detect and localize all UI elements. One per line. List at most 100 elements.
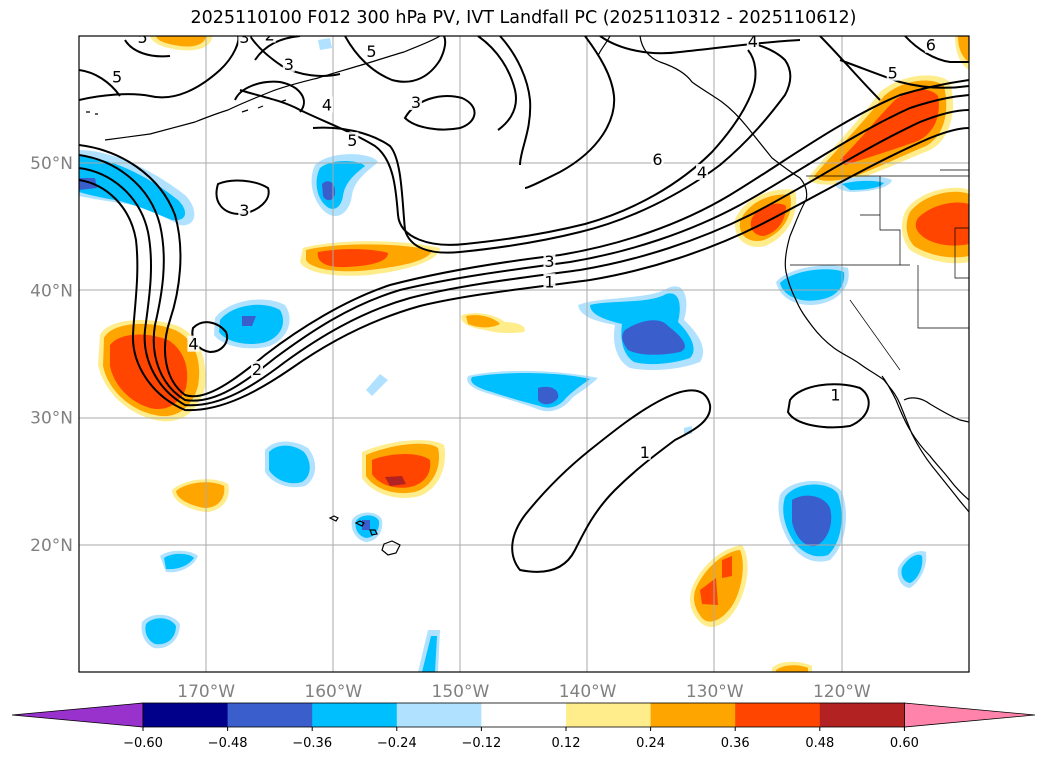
positive-anomaly-region bbox=[110, 334, 188, 410]
colorbar-tick-label: 0.48 bbox=[805, 736, 834, 751]
coastlines bbox=[86, 36, 969, 556]
contour-label-background bbox=[651, 151, 664, 168]
colorbar-segment bbox=[143, 703, 229, 727]
contour-label: 3 bbox=[544, 252, 554, 271]
negative-anomaly-region bbox=[538, 386, 559, 405]
contour-label-background bbox=[924, 36, 937, 53]
contour-label-background bbox=[638, 443, 651, 460]
negative-anomaly-region bbox=[471, 373, 590, 408]
political-borders bbox=[790, 169, 969, 371]
contour-label: 3 bbox=[239, 28, 249, 47]
positive-anomaly-region bbox=[722, 556, 732, 578]
negative-anomaly-region bbox=[780, 269, 845, 301]
contour-label: 6 bbox=[652, 150, 662, 169]
gridlines bbox=[79, 36, 969, 672]
longitude-tick-label: 130°W bbox=[686, 682, 744, 702]
positive-anomaly-region bbox=[958, 36, 969, 62]
colorbar: −0.60 −0.48 −0.36 −0.24 −0.12 0.12 0.24 0.36 0.4… bbox=[11, 702, 1036, 751]
colorbar-extension-min bbox=[11, 702, 144, 728]
negative-anomaly-region bbox=[79, 156, 186, 221]
longitude-tick-label: 170°W bbox=[177, 682, 235, 702]
colorbar-segment bbox=[566, 703, 652, 727]
contour-label-background bbox=[746, 36, 759, 49]
contour-label: 1 bbox=[830, 386, 840, 405]
contour-label: 1 bbox=[640, 443, 650, 462]
contour-label-background bbox=[365, 43, 378, 60]
positive-anomaly-region bbox=[385, 476, 406, 486]
contour-label-background bbox=[886, 64, 899, 81]
colorbar-segment bbox=[819, 703, 905, 727]
contour-label: 3 bbox=[239, 201, 249, 220]
contour-label-background bbox=[543, 273, 556, 290]
colorbar-segment bbox=[650, 703, 736, 727]
contour-label-background bbox=[263, 36, 276, 43]
colorbar-tick-label: 0.12 bbox=[552, 736, 581, 751]
latitude-labels: 50°N 40°N 30°N 20°N bbox=[30, 154, 73, 556]
colorbar-tick-label: −0.12 bbox=[461, 736, 501, 751]
negative-anomaly-region bbox=[622, 320, 685, 355]
positive-anomaly-region bbox=[176, 482, 225, 508]
latitude-tick-label: 20°N bbox=[30, 536, 73, 556]
contour-label: 4 bbox=[188, 335, 198, 354]
contour-label: 5 bbox=[366, 42, 376, 61]
latitude-tick-label: 30°N bbox=[30, 409, 73, 429]
contour-label-background bbox=[187, 335, 200, 352]
contour-label: 3 bbox=[411, 93, 421, 112]
contour-label-background bbox=[238, 202, 251, 219]
negative-anomaly-region bbox=[164, 553, 194, 570]
anomaly-fills bbox=[79, 36, 969, 672]
contour-label-background bbox=[282, 55, 295, 72]
negative-anomaly-region bbox=[318, 38, 332, 50]
contour-label: 6 bbox=[926, 36, 936, 55]
contour-label-background bbox=[111, 68, 124, 85]
colorbar-segment bbox=[227, 703, 313, 727]
negative-anomaly-region bbox=[792, 495, 832, 547]
colorbar-segment bbox=[312, 703, 398, 727]
map-background bbox=[79, 36, 969, 672]
colorbar-outline bbox=[142, 702, 905, 728]
colorbar-segment bbox=[735, 703, 821, 727]
negative-anomaly-region bbox=[366, 374, 388, 396]
pv-contours bbox=[79, 36, 969, 573]
longitude-tick-label: 160°W bbox=[304, 682, 362, 702]
negative-anomaly-region bbox=[322, 181, 336, 201]
contour-label: 5 bbox=[112, 68, 122, 87]
latitude-tick-label: 50°N bbox=[30, 154, 73, 174]
contour-label: 4 bbox=[748, 32, 758, 51]
positive-anomaly-region bbox=[915, 202, 969, 246]
contour-label-background bbox=[543, 252, 556, 269]
contour-label: 5 bbox=[137, 28, 147, 47]
colorbar-segment bbox=[481, 703, 567, 727]
contour-label: 2 bbox=[265, 26, 275, 45]
positive-anomaly-region bbox=[156, 36, 206, 47]
contour-label-background bbox=[251, 361, 263, 378]
contour-label-background bbox=[136, 36, 149, 46]
negative-anomaly-region bbox=[145, 618, 176, 645]
contour-label-background bbox=[696, 163, 708, 180]
longitude-tick-label: 120°W bbox=[813, 682, 871, 702]
positive-anomaly-region bbox=[466, 315, 500, 328]
contour-label: 4 bbox=[322, 96, 332, 115]
positive-anomaly-region bbox=[840, 89, 939, 165]
contour-label-background bbox=[320, 96, 333, 113]
colorbar-tick-label: −0.24 bbox=[377, 736, 417, 751]
map-frame bbox=[78, 35, 970, 673]
contour-label: 1 bbox=[544, 272, 554, 291]
negative-anomaly-region bbox=[269, 445, 310, 484]
negative-anomaly-region bbox=[242, 316, 256, 326]
colorbar-extension-max bbox=[904, 702, 1036, 728]
contour-label-background bbox=[346, 132, 359, 149]
colorbar-tick-label: 0.24 bbox=[636, 736, 665, 751]
contour-label-background bbox=[238, 36, 251, 46]
negative-anomaly-region bbox=[422, 636, 437, 672]
positive-anomaly-region bbox=[317, 249, 388, 268]
contour-label: 5 bbox=[888, 64, 898, 83]
colorbar-tick-label: −0.36 bbox=[292, 736, 332, 751]
plot-title: 2025110100 F012 300 hPa PV, IVT Landfall… bbox=[190, 8, 857, 28]
colorbar-segment bbox=[396, 703, 482, 727]
colorbar-tick-label: −0.60 bbox=[123, 736, 163, 751]
contour-label: 3 bbox=[284, 55, 294, 74]
